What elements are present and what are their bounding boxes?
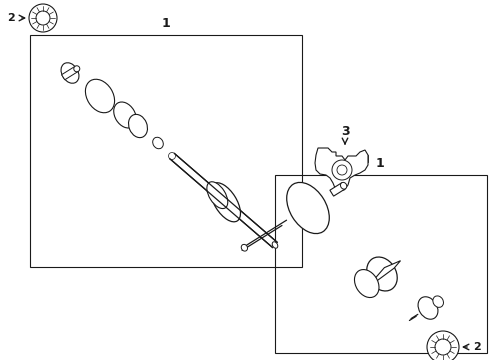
Ellipse shape <box>207 182 228 208</box>
Ellipse shape <box>354 270 379 297</box>
Ellipse shape <box>211 183 241 222</box>
Ellipse shape <box>287 183 329 234</box>
Ellipse shape <box>153 137 163 149</box>
Bar <box>30 35 302 267</box>
Ellipse shape <box>367 257 397 291</box>
Polygon shape <box>315 148 368 190</box>
Bar <box>316 163 324 170</box>
Ellipse shape <box>128 114 147 138</box>
Text: 1: 1 <box>162 17 171 30</box>
Ellipse shape <box>433 296 443 307</box>
Ellipse shape <box>169 153 175 159</box>
Ellipse shape <box>427 331 459 360</box>
Ellipse shape <box>435 339 451 355</box>
Ellipse shape <box>272 242 278 248</box>
Text: 2: 2 <box>473 342 481 352</box>
Bar <box>360 155 368 162</box>
Ellipse shape <box>74 66 80 72</box>
Polygon shape <box>366 261 400 289</box>
Ellipse shape <box>29 4 57 32</box>
Ellipse shape <box>341 183 347 189</box>
Ellipse shape <box>337 165 347 175</box>
Ellipse shape <box>114 102 136 128</box>
Ellipse shape <box>332 160 352 180</box>
Ellipse shape <box>418 297 438 319</box>
Text: 1: 1 <box>376 157 384 170</box>
Ellipse shape <box>85 79 115 113</box>
Ellipse shape <box>36 11 50 25</box>
Text: 3: 3 <box>341 125 349 138</box>
Ellipse shape <box>241 244 247 251</box>
Polygon shape <box>62 66 78 80</box>
Bar <box>275 175 487 353</box>
Ellipse shape <box>61 63 79 83</box>
Polygon shape <box>330 183 345 196</box>
Text: 2: 2 <box>7 13 15 23</box>
